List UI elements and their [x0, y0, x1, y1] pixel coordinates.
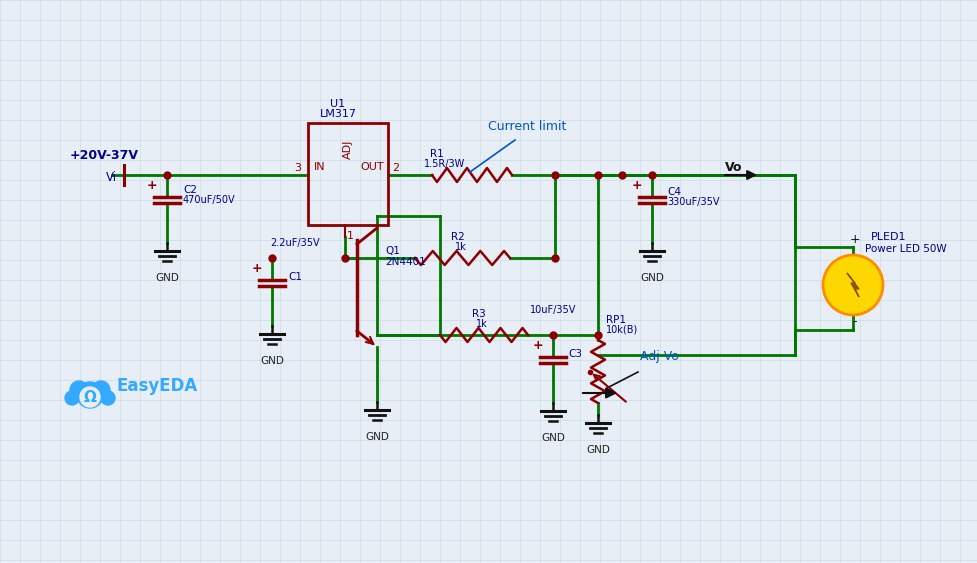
- Text: PLED1: PLED1: [871, 232, 906, 242]
- Text: +: +: [147, 179, 157, 192]
- Text: GND: GND: [364, 432, 389, 442]
- Text: 10uF/35V: 10uF/35V: [530, 305, 575, 315]
- Text: R2: R2: [450, 232, 464, 242]
- Text: C2: C2: [183, 185, 196, 195]
- Circle shape: [64, 391, 79, 405]
- Circle shape: [77, 382, 103, 408]
- Text: IN: IN: [314, 162, 325, 172]
- Text: 470uF/50V: 470uF/50V: [183, 195, 235, 205]
- Text: 1k: 1k: [476, 319, 488, 329]
- Text: +: +: [252, 262, 263, 275]
- Text: C3: C3: [568, 349, 581, 359]
- Text: U1: U1: [329, 99, 345, 109]
- Text: R1: R1: [430, 149, 444, 159]
- Text: ADJ: ADJ: [343, 139, 353, 159]
- Text: 2.2uF/35V: 2.2uF/35V: [270, 238, 319, 248]
- Text: C1: C1: [287, 272, 302, 282]
- Text: OUT: OUT: [360, 162, 383, 172]
- Text: GND: GND: [260, 356, 283, 366]
- Text: 330uF/35V: 330uF/35V: [666, 197, 719, 207]
- Text: Current limit: Current limit: [488, 120, 566, 133]
- Circle shape: [70, 381, 88, 399]
- Text: GND: GND: [639, 273, 663, 283]
- Text: Ω: Ω: [83, 390, 97, 404]
- Text: Q1: Q1: [385, 246, 400, 256]
- Text: GND: GND: [155, 273, 179, 283]
- Circle shape: [80, 387, 100, 407]
- Text: 10k(B): 10k(B): [606, 325, 638, 335]
- Text: 1: 1: [347, 231, 354, 241]
- Polygon shape: [846, 273, 858, 297]
- Text: 2N4401: 2N4401: [385, 257, 425, 267]
- Text: 1k: 1k: [454, 242, 466, 252]
- Text: Adj Vo: Adj Vo: [639, 350, 678, 363]
- Text: LM317: LM317: [319, 109, 357, 119]
- Circle shape: [823, 255, 882, 315]
- Text: 1.5R/3W: 1.5R/3W: [424, 159, 465, 169]
- Text: GND: GND: [585, 445, 610, 455]
- Text: Vi: Vi: [106, 171, 117, 184]
- Text: Vo: Vo: [724, 161, 742, 174]
- Text: -: -: [852, 315, 857, 328]
- Text: +: +: [849, 233, 860, 246]
- Text: EasyEDA: EasyEDA: [116, 377, 197, 395]
- Text: 3: 3: [294, 163, 301, 173]
- Text: C4: C4: [666, 187, 680, 197]
- Text: GND: GND: [540, 433, 565, 443]
- Text: +20V-37V: +20V-37V: [70, 149, 139, 162]
- Text: Power LED 50W: Power LED 50W: [864, 244, 946, 254]
- Text: +: +: [532, 339, 543, 352]
- Text: RP1: RP1: [606, 315, 625, 325]
- Text: R3: R3: [472, 309, 486, 319]
- Text: 2: 2: [392, 163, 399, 173]
- Circle shape: [92, 381, 109, 399]
- Circle shape: [101, 391, 115, 405]
- Bar: [308, 123, 388, 225]
- Text: +: +: [631, 179, 642, 192]
